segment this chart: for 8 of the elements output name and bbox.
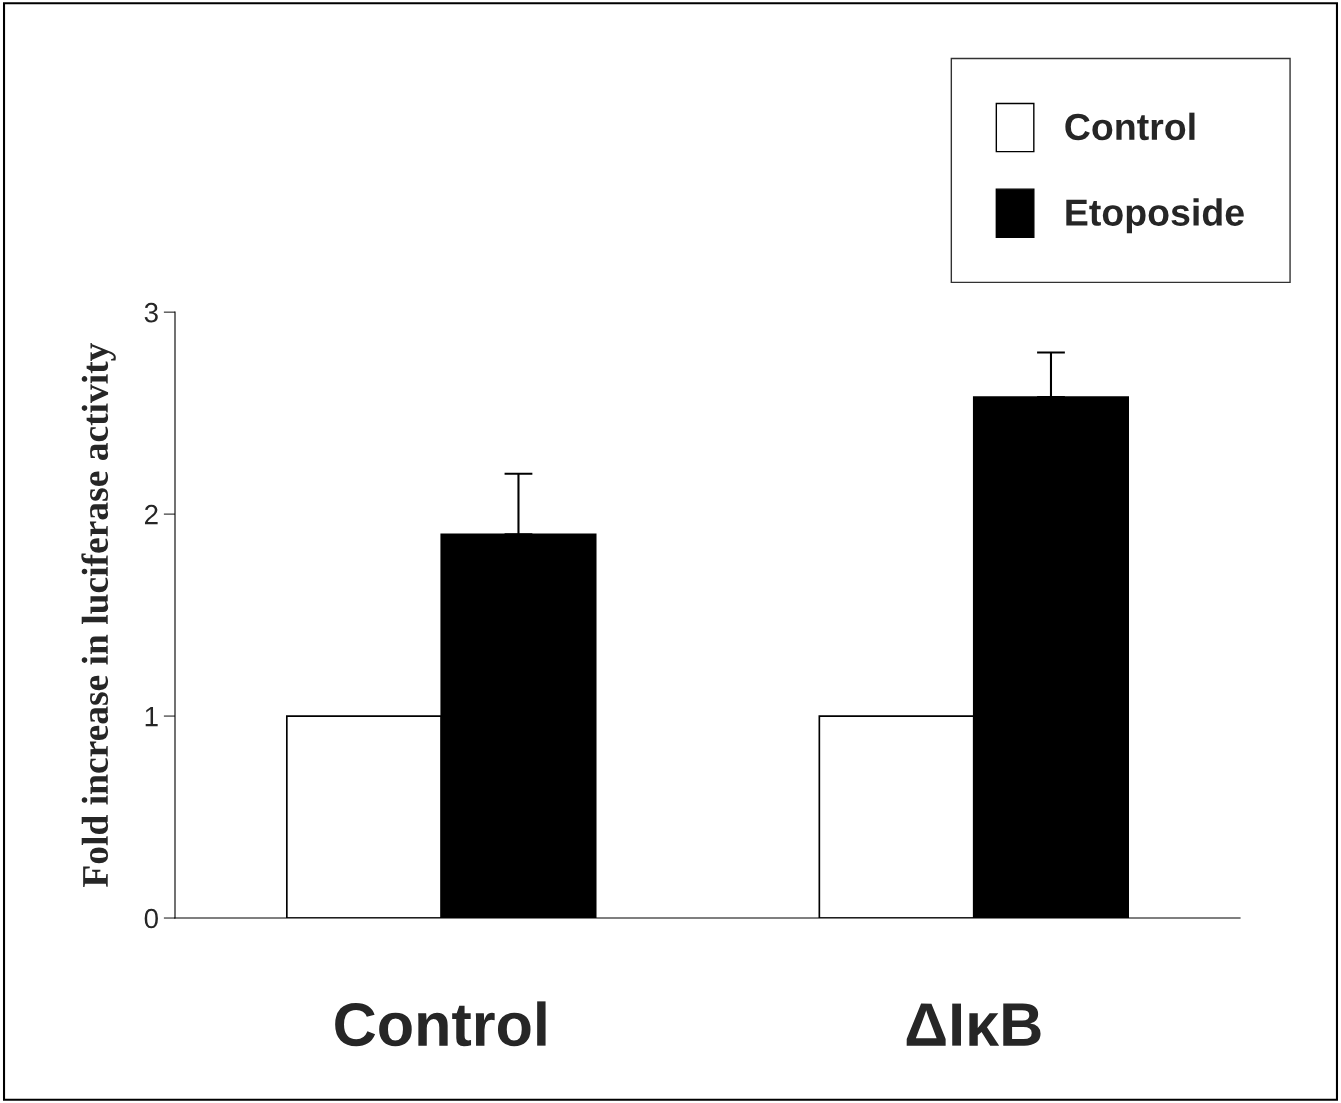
y-axis-title: Fold increase in luciferase activity: [81, 342, 116, 887]
y-tick-label: 2: [144, 504, 158, 525]
legend-label: Etoposide: [1066, 198, 1244, 234]
y-tick-label: 3: [144, 302, 158, 323]
legend-label: Control: [1065, 112, 1195, 141]
x-tick-label: ΔIκB: [906, 1003, 1041, 1046]
y-tick-label: 1: [145, 707, 158, 727]
y-tick-label: 0: [144, 908, 158, 929]
